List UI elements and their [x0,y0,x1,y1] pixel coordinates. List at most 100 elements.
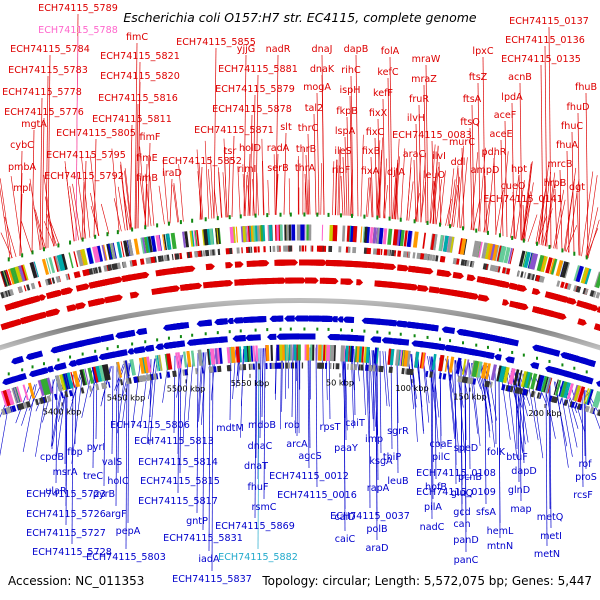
gene-label: cueO [501,181,526,192]
marker [94,234,97,239]
feature-mark [556,280,561,287]
marker [339,213,342,218]
gene-arrow [297,333,304,340]
feature-mark [182,351,188,368]
gene-label: ECH74115_5788 [38,25,118,36]
marker [156,338,159,342]
gene-label: dapD [511,466,536,477]
gene-arrow [546,348,561,357]
feature-mark [55,375,63,392]
leader-line [117,186,126,231]
gene-label: hrpB [544,178,567,189]
gene-arrow [98,335,107,343]
leader-line [355,54,359,217]
feature-mark [485,363,491,380]
leader-line [237,166,241,217]
gene-arrow [167,285,181,293]
feature-mark [503,366,510,384]
gene-arrow [93,298,103,306]
gene-arrow [102,351,115,360]
gene-arrow [343,316,353,323]
tick-label: 150 kbp [453,392,486,402]
leader-line [211,351,214,572]
gene-label: rcsF [573,490,593,501]
feature-mark [98,266,102,273]
feature-mark [372,248,377,255]
leader-line [247,153,251,216]
marker [498,348,501,352]
feature-mark [496,365,502,382]
gene-label: radA [267,143,290,154]
leader-line [478,147,486,232]
feature-mark [87,367,95,384]
feature-mark [252,345,256,362]
leader-line [553,189,565,249]
gene-label: fimE [136,153,157,164]
leader-line [49,219,60,246]
gene-arrow [337,316,344,323]
feature-mark [330,245,333,253]
feature-mark [471,261,475,268]
gene-label: fimF [140,132,161,143]
gene-arrow [28,295,42,304]
feature-mark [80,387,85,394]
gene-label: panD [453,535,478,546]
accession-label: Accession: NC_011353 [8,574,144,588]
feature-mark [138,357,145,374]
leader-line [213,188,218,219]
feature-mark [311,245,314,252]
gene-arrow [422,323,432,331]
feature-mark [101,244,107,261]
feature-mark [351,345,354,362]
feature-mark [446,236,453,253]
leader-line [308,347,311,449]
leader-line [0,178,13,259]
feature-mark [365,346,371,364]
leader-line [344,348,348,431]
feature-mark [394,250,397,257]
gene-arrow [330,316,338,323]
gene-label: sfsA [476,507,496,518]
marker [266,328,269,332]
feature-mark [109,243,114,260]
gene-label: btuF [506,452,527,463]
feature-mark [80,248,88,266]
leader-line [482,56,486,233]
gene-label: fhuF [247,482,268,493]
leader-line [343,348,346,532]
gene-arrow [452,271,464,280]
marker [191,333,194,337]
leader-line [521,191,531,241]
leader-line [208,351,211,552]
gene-label: pyrI [87,442,106,453]
marker [254,213,257,218]
feature-mark [412,231,419,248]
gene-arrow [372,262,380,269]
feature-mark [583,268,592,285]
feature-mark [11,405,17,413]
leader-line [537,178,548,245]
marker [21,368,24,372]
feature-mark [592,390,600,408]
leader-line [540,171,551,246]
gene-arrow [578,357,589,365]
leader-line [486,152,496,233]
gene-label: ECH74115_5789 [38,3,118,14]
feature-mark [431,353,437,371]
feature-mark [406,230,413,247]
marker [522,238,525,243]
feature-mark [143,236,150,254]
leader-line [332,161,335,216]
marker [548,359,551,363]
leader-line [255,74,259,216]
feature-mark [441,256,446,263]
gene-arrow [286,333,297,340]
feature-mark [60,392,64,399]
feature-mark [565,382,571,399]
leader-line [127,362,130,524]
feature-mark [107,381,111,388]
leader-line [261,138,264,216]
tick-label: 200 kbp [528,408,561,418]
feature-mark [317,344,322,361]
feature-mark [573,385,581,402]
